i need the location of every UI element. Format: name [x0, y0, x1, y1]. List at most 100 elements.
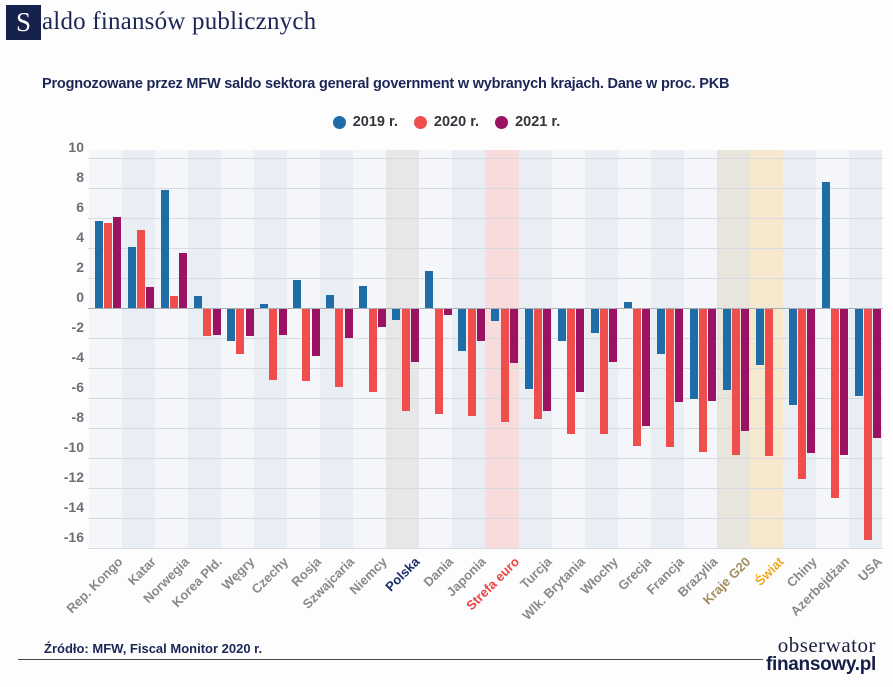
bar-Brazylia-2020r [698, 309, 707, 452]
bar-W-gry-2020r [236, 309, 245, 354]
column-band-Rep-Kongo [89, 150, 123, 548]
bar-Norwegia-2019r [161, 189, 170, 308]
obserwator-finansowy-logo: obserwator finansowy.pl [765, 633, 876, 675]
column-band-Korea-P-d- [188, 150, 222, 548]
bar-Korea-P-d--2019r [194, 296, 203, 308]
bar-Korea-P-d--2021r [212, 309, 221, 335]
bar-Norwegia-2021r [179, 252, 188, 308]
source-note: Źródło: MFW, Fiscal Monitor 2020 r. [44, 641, 263, 656]
gridline--2 [88, 338, 883, 339]
legend-item-2021r: 2021 r. [495, 114, 560, 130]
bar-W-ochy-2020r [599, 309, 608, 434]
gridline--6 [88, 398, 883, 399]
y-axis-tick-label: 0 [76, 289, 84, 305]
bar-Katar-2020r [137, 230, 146, 308]
chart-subtitle: Prognozowane przez MFW saldo sektora gen… [42, 76, 730, 92]
bar-Szwajcaria-2021r [344, 309, 353, 338]
bar-Kraje-G20-2020r [731, 309, 740, 455]
bar-Strefa-euro-2020r [500, 309, 509, 422]
bar-Niemcy-2021r [377, 309, 386, 327]
bar-Azerbejd-an-2019r [821, 182, 830, 308]
title-initial: S [15, 7, 32, 37]
bar-Wlk-Brytania-2019r [557, 309, 566, 341]
y-axis-tick-label: 4 [76, 229, 84, 245]
bar-Japonia-2021r [476, 309, 485, 341]
legend-swatch-icon [413, 115, 427, 129]
bar-Japonia-2019r [458, 309, 467, 351]
bar-Turcja-2020r [533, 309, 542, 419]
y-axis-tick-label: -14 [63, 499, 84, 515]
gridline-8 [88, 188, 883, 189]
y-axis-tick-label: -6 [71, 379, 84, 395]
bar-Dania-2019r [425, 270, 434, 308]
bar-Korea-P-d--2020r [203, 309, 212, 336]
bar-Rosja-2021r [311, 309, 320, 356]
bar-Rep-Kongo-2020r [104, 222, 113, 308]
bar-Wlk-Brytania-2020r [566, 309, 575, 434]
bar-Norwegia-2020r [170, 296, 179, 308]
logo-word-obserwator: obserwator [777, 633, 876, 657]
bar-Brazylia-2019r [689, 309, 698, 399]
bar-Polska-2019r [392, 309, 401, 320]
gridline-6 [88, 218, 883, 219]
footer-divider [18, 659, 763, 660]
x-axis-label-USA: USA [855, 554, 886, 585]
logo-word-finansowy-pl: finansowy.pl [765, 654, 876, 675]
bar-Kraje-G20-2019r [722, 309, 731, 390]
y-axis-tick-label: -8 [71, 409, 84, 425]
bar-W-gry-2021r [245, 309, 254, 336]
bar-Francja-2020r [665, 309, 674, 447]
bar-W-gry-2019r [227, 309, 236, 341]
bar-Kraje-G20-2021r [741, 309, 750, 431]
bar-Azerbejd-an-2020r [831, 309, 840, 498]
bar-W-ochy-2019r [590, 309, 599, 333]
zero-gridline [88, 308, 883, 309]
legend-label: 2021 r. [515, 114, 561, 130]
bar-Brazylia-2021r [708, 309, 717, 401]
bar--wiat-2020r [765, 309, 773, 456]
bar-Niemcy-2020r [368, 309, 377, 392]
gridline-2 [88, 278, 883, 279]
y-axis-tick-label: -2 [71, 319, 84, 335]
bar-W-ochy-2021r [609, 309, 617, 362]
bar-Rep-Kongo-2021r [113, 216, 122, 308]
bar-Japonia-2020r [467, 309, 476, 416]
bar-Rep-Kongo-2019r [95, 221, 103, 308]
bar-Czechy-2021r [278, 309, 287, 335]
bar-Rosja-2020r [302, 309, 311, 381]
legend-item-2019r: 2019 r. [332, 114, 398, 130]
bar-Strefa-euro-2021r [509, 309, 518, 363]
bar-Turcja-2019r [524, 309, 533, 389]
legend-swatch-icon [495, 115, 509, 129]
x-axis-label--wiat: Świat [751, 554, 787, 589]
column-band-Katar [122, 150, 156, 548]
bar-Dania-2021r [443, 309, 452, 315]
bar-Grecja-2020r [632, 309, 641, 446]
bar-Dania-2020r [434, 309, 443, 414]
bar-USA-2020r [864, 309, 873, 540]
y-axis-tick-label: 6 [76, 199, 84, 215]
y-axis-tick-label: 8 [76, 169, 84, 185]
bar-Szwajcaria-2019r [326, 294, 335, 308]
gridline--12 [88, 488, 883, 489]
y-axis-tick-label: 2 [76, 259, 84, 275]
bar-Katar-2019r [128, 246, 137, 308]
bar-chart: 10 8 6 4 2 0 -2 -4 -6 -8 -10 -12 -14 -16 Rep. Kongo Kat… [0, 139, 893, 623]
bar-USA-2021r [873, 309, 882, 438]
gridline--14 [88, 518, 883, 519]
gridline-10 [88, 158, 883, 159]
bar-USA-2019r [854, 309, 863, 396]
chart-legend: 2019 r. 2020 r. 2021 r. [0, 114, 893, 130]
bar-Grecja-2019r [623, 302, 632, 308]
legend-item-2020r: 2020 r. [413, 114, 479, 130]
bar-Francja-2021r [675, 309, 684, 402]
bar-Polska-2020r [401, 309, 410, 411]
gridline-4 [88, 248, 883, 249]
bar-Rosja-2019r [293, 279, 302, 308]
bar-Polska-2021r [410, 309, 419, 362]
bar-Chiny-2021r [807, 309, 816, 453]
page-title: aldo finansów publicznych [42, 8, 317, 35]
gridline--8 [88, 428, 883, 429]
y-axis-tick-label: -12 [63, 469, 84, 485]
